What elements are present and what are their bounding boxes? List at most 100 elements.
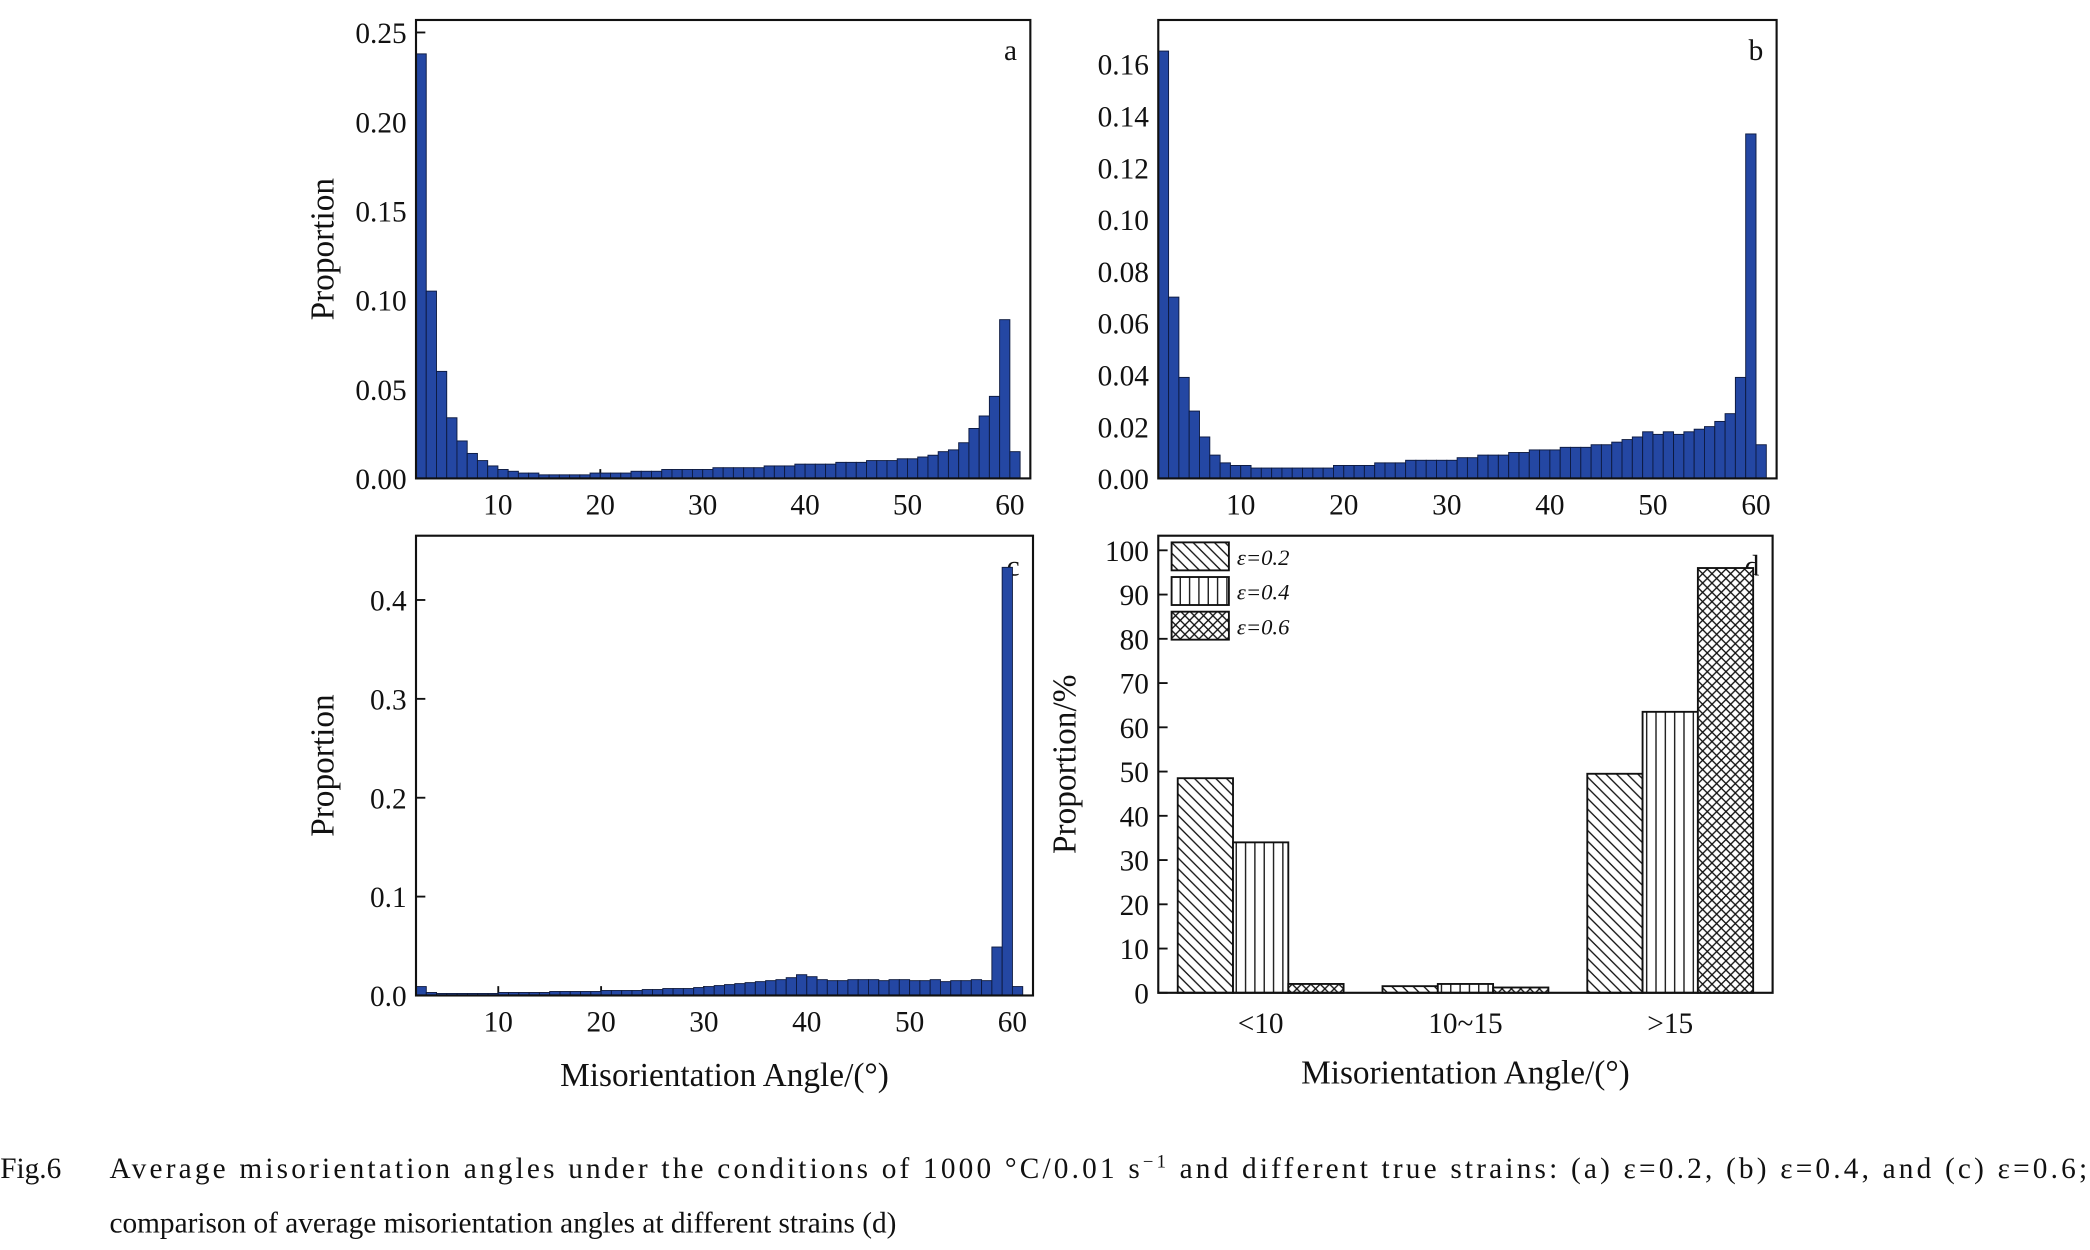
bar <box>847 979 859 996</box>
bar <box>436 370 448 479</box>
bar <box>1302 467 1314 479</box>
bar <box>1714 420 1726 479</box>
bar <box>970 979 983 996</box>
bar <box>1559 446 1571 479</box>
x-tick-label: <10 <box>1238 1008 1284 1040</box>
bar <box>1466 457 1479 479</box>
x-tick-label: >15 <box>1647 1008 1693 1040</box>
bar <box>947 449 960 479</box>
bar <box>1497 454 1510 479</box>
bar <box>896 458 908 479</box>
y-tick-label: 80 <box>1120 624 1149 656</box>
y-tick-label: 0.2 <box>370 783 407 815</box>
y-tick-label: 30 <box>1120 846 1149 878</box>
x-tick-label: 20 <box>586 1006 615 1038</box>
x-tick-label: 60 <box>998 1006 1027 1038</box>
axes-frame <box>1157 18 1778 480</box>
caption-part: Average misorientation angles under the … <box>109 1153 1139 1185</box>
legend-swatch <box>1170 541 1230 572</box>
y-tick-label: 50 <box>1120 757 1149 789</box>
bar <box>1250 467 1262 479</box>
bar <box>1009 451 1021 479</box>
bar <box>1693 428 1705 479</box>
bar <box>937 451 949 479</box>
bar <box>1611 441 1623 479</box>
y-tick-label: 100 <box>1105 536 1149 568</box>
panel-label: b <box>1749 35 1764 67</box>
bar <box>919 980 931 996</box>
bar <box>888 979 900 996</box>
bar <box>1673 433 1685 479</box>
bar <box>1642 431 1654 479</box>
legend-swatch <box>1170 610 1230 641</box>
x-tick-label: 60 <box>1741 489 1770 521</box>
bar <box>960 980 972 996</box>
x-axis-label: Misorientation Angle/(°) <box>1301 1054 1630 1091</box>
bar <box>1745 133 1757 479</box>
bar <box>907 458 919 479</box>
bar <box>1363 464 1376 479</box>
bar <box>785 977 797 996</box>
y-tick-label: 0.15 <box>355 197 406 229</box>
y-tick-label: 0.02 <box>1098 412 1149 444</box>
y-tick-label: 0.0 <box>370 981 407 1013</box>
bar <box>1631 436 1644 479</box>
bar <box>1436 983 1495 994</box>
bar <box>1199 436 1211 479</box>
bar <box>446 417 458 479</box>
x-tick-label: 20 <box>1329 489 1358 521</box>
bar <box>1394 462 1407 479</box>
bar <box>713 985 725 996</box>
y-axis-label: Proportion <box>304 694 341 837</box>
x-tick-label: 50 <box>895 1006 924 1038</box>
bar <box>1271 467 1283 479</box>
bar <box>978 415 990 479</box>
bar <box>1586 772 1644 994</box>
bar <box>1662 431 1675 479</box>
y-tick-label: 0.16 <box>1098 50 1149 82</box>
bar <box>814 463 827 479</box>
bar <box>734 983 746 996</box>
bar <box>1011 986 1024 996</box>
legend-swatch <box>1170 576 1230 606</box>
bar <box>981 980 993 996</box>
bar <box>991 946 1003 996</box>
bar <box>724 984 736 996</box>
y-tick-label: 0 <box>1134 978 1149 1010</box>
bar <box>1229 464 1242 479</box>
bar <box>837 980 849 996</box>
bar <box>878 980 890 996</box>
x-tick-label: 40 <box>790 489 819 521</box>
bar <box>1570 446 1582 479</box>
axes-frame <box>1157 534 1774 994</box>
x-tick-label: 30 <box>689 1006 718 1038</box>
axes-frame <box>414 534 1035 997</box>
bar <box>743 467 755 479</box>
bar <box>1539 449 1551 479</box>
x-tick-label: 30 <box>1432 489 1461 521</box>
bar <box>456 440 468 479</box>
y-tick-label: 0.4 <box>370 586 407 618</box>
legend-label: ε=0.6 <box>1237 614 1290 639</box>
bar <box>950 980 962 996</box>
bar <box>765 980 777 996</box>
x-tick-label: 50 <box>1638 489 1667 521</box>
bar <box>754 981 767 996</box>
bar <box>425 290 437 479</box>
y-tick-label: 0.20 <box>355 107 406 139</box>
caption-line: Average misorientation angles under the … <box>109 1151 2087 1185</box>
x-tick-label: 10 <box>483 489 512 521</box>
bar <box>1704 426 1716 479</box>
y-tick-label: 0.06 <box>1098 309 1149 341</box>
bar <box>1168 296 1180 479</box>
bar <box>1683 431 1695 479</box>
bar <box>999 319 1011 479</box>
bar <box>1333 464 1345 479</box>
y-axis-label: Proportion/% <box>1047 675 1084 854</box>
x-tick-label: 40 <box>792 1006 821 1038</box>
bar <box>1415 459 1427 479</box>
y-tick-label: 40 <box>1120 801 1149 833</box>
bar <box>1696 567 1755 994</box>
y-tick-label: 0.14 <box>1098 101 1150 133</box>
